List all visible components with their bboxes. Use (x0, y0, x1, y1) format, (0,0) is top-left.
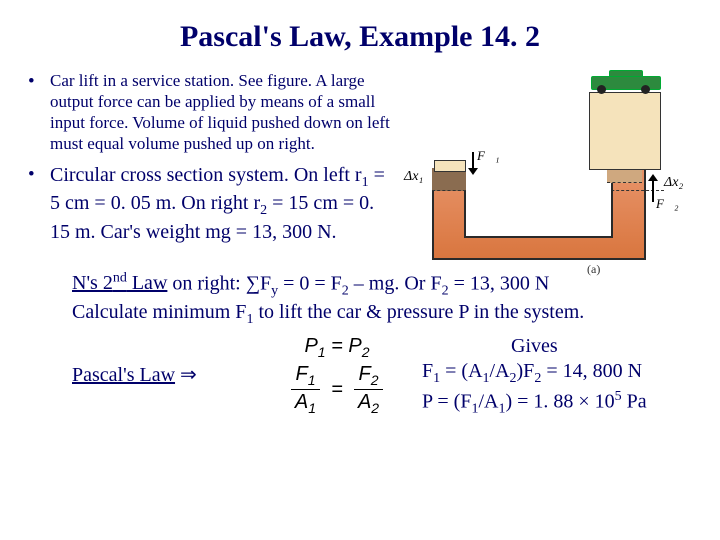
car-icon (587, 70, 663, 94)
f2-arrow-shaft (652, 180, 654, 202)
f2-arrow-head (648, 174, 658, 181)
bullet-mark: • (28, 163, 50, 245)
bullet-mark: • (28, 70, 50, 155)
calculate-line: Calculate minimum F1 to lift the car & p… (72, 300, 692, 329)
paragraph-1: Car lift in a service station. See figur… (50, 70, 390, 155)
results-block: Gives F1 = (A1/A2)F2 = 14, 800 N P = (F1… (422, 334, 647, 418)
page-title: Pascal's Law, Example 14. 2 (28, 18, 692, 56)
piston-large (589, 92, 661, 170)
delta-x1-label: Δx₁ (404, 168, 423, 186)
equation-block: P1 = P2 F1A1 = F2A2 (262, 334, 412, 418)
hydraulic-lift-figure: F⃗₁ F⃗₂ Δx₁ Δx₂ (a) (392, 70, 692, 270)
paragraph-2: Circular cross section system. On left r… (50, 163, 390, 245)
piston-small (434, 160, 466, 172)
f1-arrow-head (468, 168, 478, 175)
delta-x2-label: Δx₂ (664, 174, 683, 192)
figure-caption: (a) (587, 262, 600, 277)
tank-void (464, 168, 613, 238)
f2-label: F⃗₂ (656, 196, 679, 212)
f1-label: F⃗₁ (477, 148, 500, 164)
right-fluid-surface (607, 168, 642, 183)
pascal-law-label: Pascal's Law ⇒ (72, 363, 262, 388)
